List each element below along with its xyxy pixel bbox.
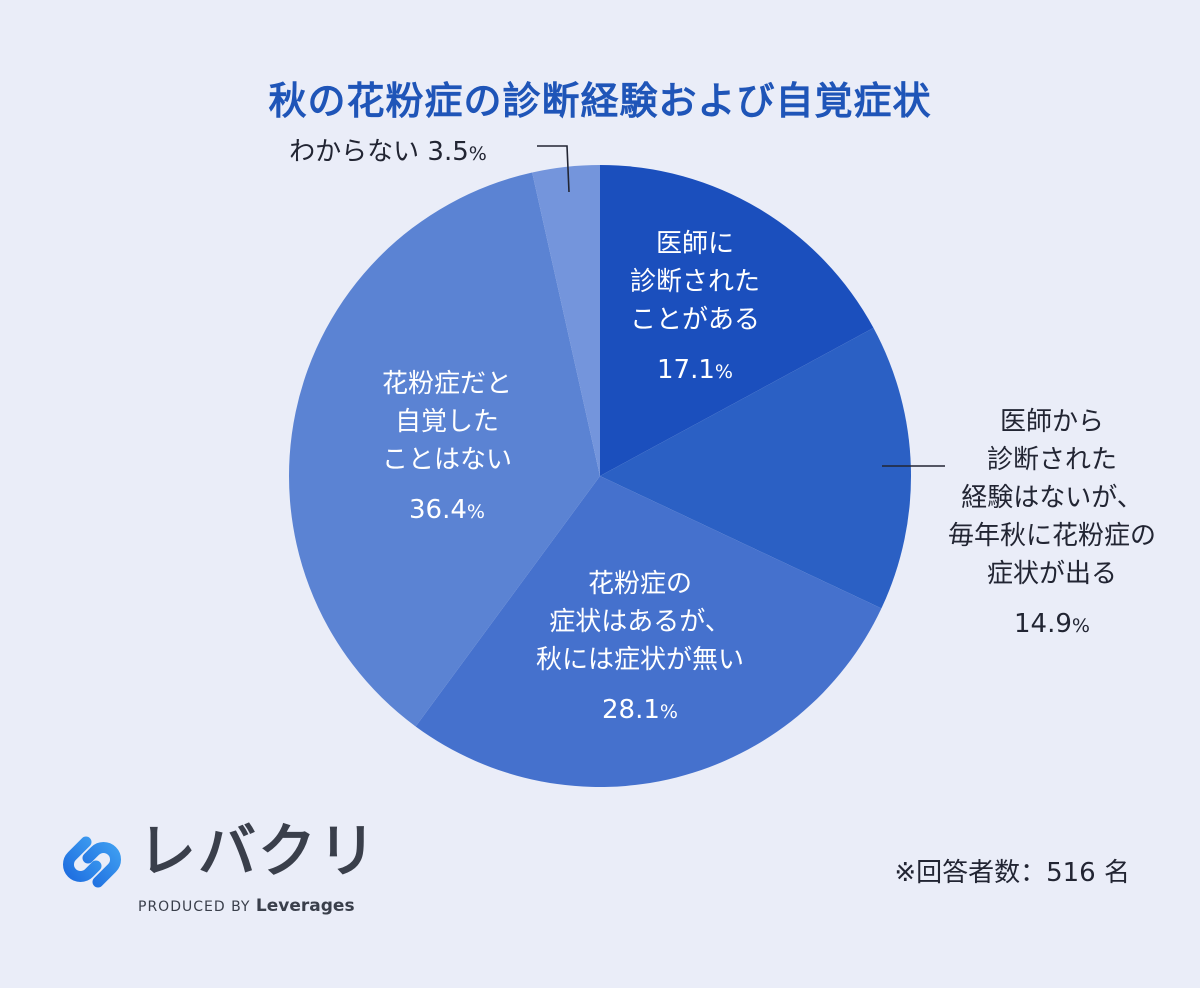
respondent-count-note: ※回答者数：516 名: [894, 858, 1130, 888]
brand-name: レバクリ: [138, 817, 379, 885]
slice-label: わからない 3.5%: [289, 137, 487, 167]
pie-slice: [532, 165, 600, 476]
slice-value: 17.1%: [657, 355, 733, 385]
slice-labels: 医師に診断されたことがある 17.1% 医師から診断された経験はないが、毎年秋に花粉…: [289, 137, 1156, 725]
leader-lines: [537, 145, 945, 467]
pie-slice: [288, 172, 600, 727]
slice-label: 医師に診断されたことがある: [630, 229, 760, 335]
brand-logo-icon: [63, 836, 121, 888]
slice-value: 36.4%: [409, 495, 485, 525]
pie-slice: [600, 165, 874, 476]
leader-line: [537, 145, 570, 193]
pie-slice: [600, 327, 911, 609]
slice-value: 28.1%: [602, 695, 678, 725]
pie-slices: [288, 165, 911, 787]
slice-value: 14.9%: [1014, 609, 1090, 639]
company-name: Leverages: [255, 896, 355, 916]
produced-by: PRODUCED BY Leverages: [138, 896, 355, 916]
chart-title: 秋の花粉症の診断経験および自覚症状: [268, 79, 932, 123]
slice-label: 医師から診断された経験はないが、毎年秋に花粉症の症状が出る: [948, 407, 1156, 589]
pie-slice: [415, 476, 882, 787]
produced-by-text: PRODUCED BY: [138, 899, 251, 915]
slice-label: 花粉症の症状はあるが、秋には症状が無い: [536, 569, 744, 675]
slice-label: 花粉症だと自覚したことはない: [382, 369, 512, 475]
